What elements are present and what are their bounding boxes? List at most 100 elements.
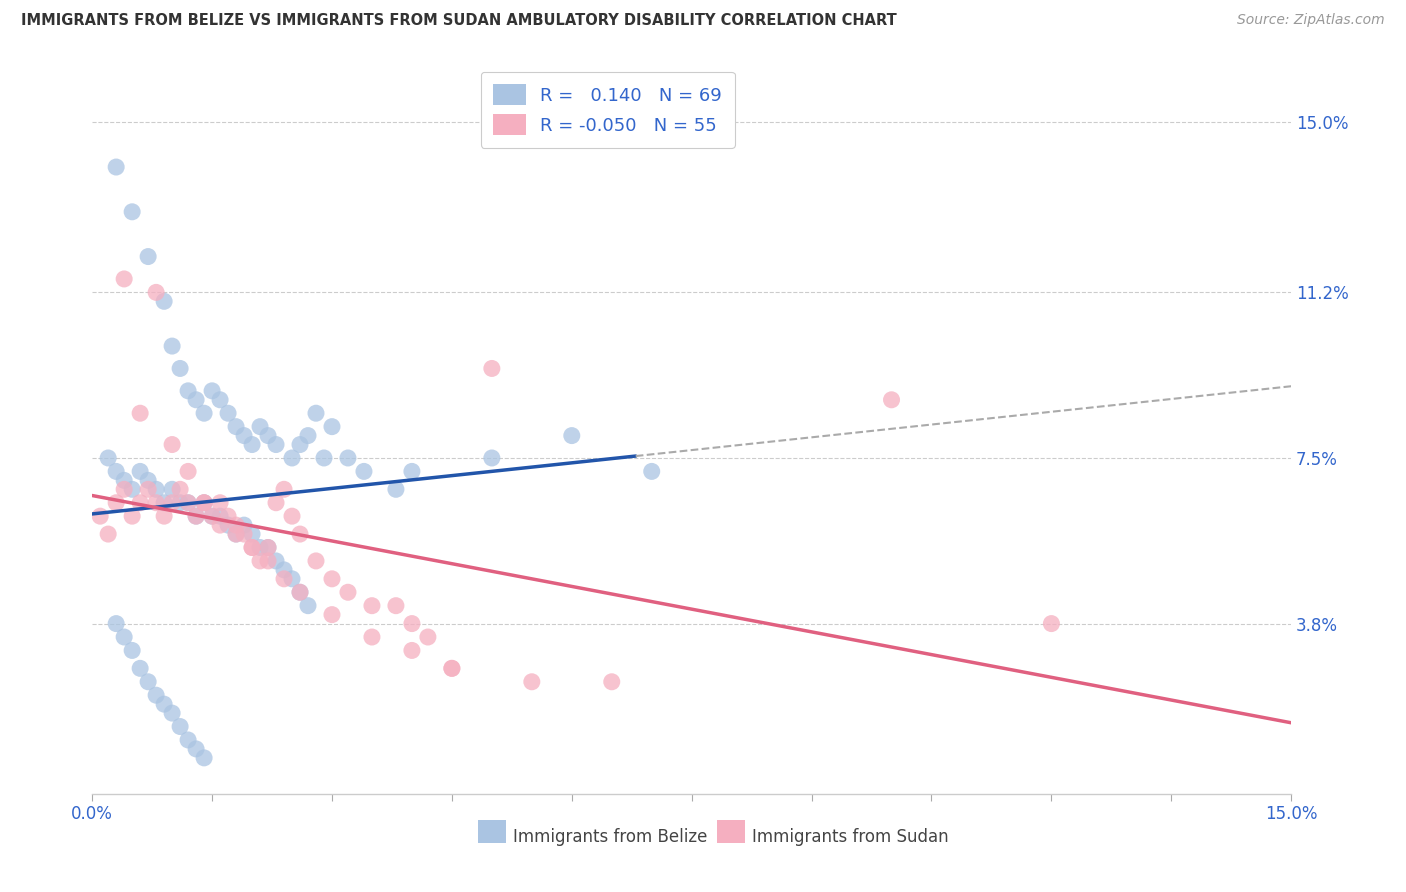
Point [401, 464, 423, 478]
Point [401, 616, 423, 631]
Point [209, 496, 232, 510]
Point [440, 661, 463, 675]
Point [240, 541, 263, 555]
Text: Immigrants from Belize: Immigrants from Belize [513, 828, 707, 847]
Point [184, 509, 207, 524]
Point [281, 509, 304, 524]
Point [273, 572, 295, 586]
Point [169, 496, 191, 510]
Point [177, 496, 200, 510]
Point [136, 483, 159, 497]
Point [217, 509, 239, 524]
Point [257, 541, 280, 555]
Point [184, 742, 207, 756]
Point [600, 674, 623, 689]
Point [201, 384, 224, 398]
Point [153, 697, 176, 711]
Point [257, 541, 280, 555]
Point [209, 509, 232, 524]
Point [880, 392, 903, 407]
Point [153, 496, 176, 510]
Point [121, 204, 143, 219]
Point [288, 437, 311, 451]
Point [249, 419, 271, 434]
Point [217, 518, 239, 533]
Point [288, 527, 311, 541]
Point [249, 554, 271, 568]
Point [416, 630, 439, 644]
Point [169, 483, 191, 497]
Point [184, 392, 207, 407]
Legend: R =   0.140   N = 69, R = -0.050   N = 55: R = 0.140 N = 69, R = -0.050 N = 55 [481, 71, 735, 147]
Point [312, 450, 335, 465]
Point [225, 419, 247, 434]
Point [129, 661, 152, 675]
Text: Source: ZipAtlas.com: Source: ZipAtlas.com [1237, 13, 1385, 28]
Point [89, 509, 111, 524]
Point [249, 541, 271, 555]
Point [353, 464, 375, 478]
Point [321, 607, 343, 622]
Point [297, 428, 319, 442]
Point [336, 450, 359, 465]
Point [193, 496, 215, 510]
Point [121, 483, 143, 497]
Point [177, 733, 200, 747]
Point [193, 406, 215, 420]
Point [217, 406, 239, 420]
Point [193, 751, 215, 765]
Point [169, 720, 191, 734]
Point [361, 630, 384, 644]
Point [264, 496, 287, 510]
Point [361, 599, 384, 613]
Point [297, 599, 319, 613]
Point [288, 585, 311, 599]
Point [153, 509, 176, 524]
Point [233, 518, 256, 533]
Text: IMMIGRANTS FROM BELIZE VS IMMIGRANTS FROM SUDAN AMBULATORY DISABILITY CORRELATIO: IMMIGRANTS FROM BELIZE VS IMMIGRANTS FRO… [21, 13, 897, 29]
Point [105, 616, 128, 631]
Point [281, 450, 304, 465]
Point [145, 688, 167, 702]
Point [225, 518, 247, 533]
Point [129, 464, 152, 478]
Point [209, 518, 232, 533]
Point [481, 450, 503, 465]
Point [225, 527, 247, 541]
Point [121, 509, 143, 524]
Point [112, 272, 135, 286]
Point [112, 483, 135, 497]
Point [385, 599, 408, 613]
Point [1040, 616, 1063, 631]
Point [264, 554, 287, 568]
Point [481, 361, 503, 376]
Point [385, 483, 408, 497]
Point [145, 285, 167, 300]
Point [209, 392, 232, 407]
Point [401, 643, 423, 657]
Point [321, 419, 343, 434]
Point [112, 474, 135, 488]
Point [193, 496, 215, 510]
Point [97, 527, 120, 541]
Point [273, 483, 295, 497]
Point [112, 630, 135, 644]
Point [240, 437, 263, 451]
Point [160, 496, 183, 510]
Point [233, 527, 256, 541]
Point [153, 294, 176, 309]
Point [136, 250, 159, 264]
Point [136, 674, 159, 689]
Point [193, 496, 215, 510]
Point [177, 384, 200, 398]
Point [641, 464, 664, 478]
Point [305, 554, 328, 568]
Point [129, 496, 152, 510]
Point [288, 585, 311, 599]
Point [264, 437, 287, 451]
Point [273, 563, 295, 577]
Point [160, 706, 183, 720]
Point [129, 406, 152, 420]
Point [105, 496, 128, 510]
Point [105, 160, 128, 174]
